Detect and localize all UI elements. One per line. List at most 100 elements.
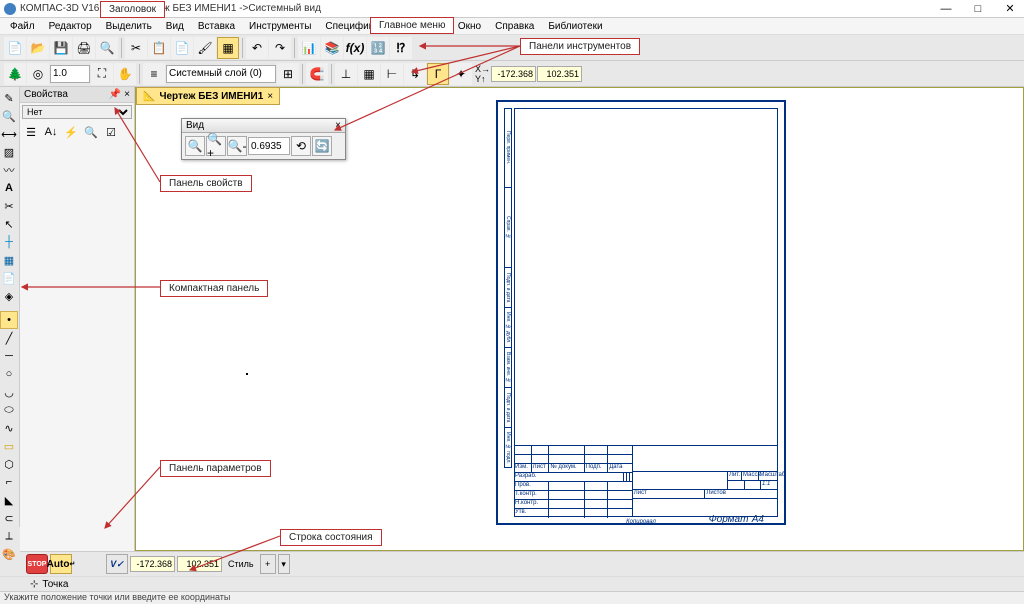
polygon-icon[interactable]: ⬡ bbox=[0, 455, 18, 473]
view-panel-header[interactable]: Вид × bbox=[182, 119, 345, 133]
geometry-icon[interactable]: ✎ bbox=[0, 89, 18, 107]
layers-icon[interactable]: ≡ bbox=[143, 63, 165, 85]
preview-icon[interactable]: 🔍 bbox=[96, 37, 118, 59]
vars-icon[interactable]: 🔢 bbox=[367, 37, 389, 59]
props-pin-icon[interactable]: 📌 × bbox=[109, 89, 130, 100]
lib-icon[interactable]: 📚 bbox=[321, 37, 343, 59]
spline-icon[interactable]: ∿ bbox=[0, 419, 18, 437]
zoom-out-icon[interactable]: 🔍- bbox=[227, 136, 247, 156]
callout-toolbars: Панели инструментов bbox=[520, 38, 640, 55]
menu-window[interactable]: Окно bbox=[452, 20, 487, 33]
axis-icon[interactable]: ┼ bbox=[0, 233, 18, 251]
style-icon[interactable]: 🎨 bbox=[0, 545, 18, 563]
constraint-icon[interactable]: ⟂ bbox=[0, 527, 18, 545]
status-mode-row: ⊹ Точка bbox=[0, 576, 1024, 591]
paste-icon[interactable]: 📄 bbox=[171, 37, 193, 59]
arc-icon[interactable]: ◡ bbox=[0, 383, 18, 401]
ortho2-icon[interactable]: Γ bbox=[427, 63, 449, 85]
help-icon[interactable]: ⁉ bbox=[390, 37, 412, 59]
maximize-button[interactable]: □ bbox=[968, 2, 988, 16]
stop-button[interactable]: STOP bbox=[26, 554, 48, 574]
snap-icon[interactable]: 🧲 bbox=[306, 63, 328, 85]
layer-mgr-icon[interactable]: ⊞ bbox=[277, 63, 299, 85]
tree-icon[interactable]: 🌲 bbox=[4, 63, 26, 85]
doc-tab-close-icon[interactable]: × bbox=[267, 91, 273, 102]
menu-tools[interactable]: Инструменты bbox=[243, 20, 317, 33]
zoom-fit-icon[interactable]: ⛶ bbox=[91, 63, 113, 85]
undo-icon[interactable]: ↶ bbox=[246, 37, 268, 59]
zoom-window-icon[interactable]: 🔍 bbox=[185, 136, 205, 156]
drawing-canvas[interactable]: 📐 Чертеж БЕЗ ИМЕНИ1 × Вид × 🔍 🔍+ 🔍- ⟲ 🔄 bbox=[135, 87, 1024, 551]
menu-help[interactable]: Справка bbox=[489, 20, 540, 33]
props-icon[interactable]: ▦ bbox=[217, 37, 239, 59]
menu-libraries[interactable]: Библиотеки bbox=[542, 20, 608, 33]
menu-insert[interactable]: Вставка bbox=[192, 20, 241, 33]
document-tab[interactable]: 📐 Чертеж БЕЗ ИМЕНИ1 × bbox=[136, 87, 280, 105]
menu-file[interactable]: Файл bbox=[4, 20, 41, 33]
show-all-icon[interactable]: ◎ bbox=[27, 63, 49, 85]
cut-icon[interactable]: ✂ bbox=[0, 197, 18, 215]
lcs-icon[interactable]: ✦ bbox=[450, 63, 472, 85]
open-icon[interactable]: 📂 bbox=[27, 37, 49, 59]
search-icon[interactable]: 🔍 bbox=[0, 107, 18, 125]
redo-icon[interactable]: ↷ bbox=[269, 37, 291, 59]
align-icon[interactable]: ⊢ bbox=[381, 63, 403, 85]
auto-button[interactable]: Auto↵ bbox=[50, 554, 72, 574]
menu-editor[interactable]: Редактор bbox=[43, 20, 98, 33]
grid-icon[interactable]: ⊥ bbox=[335, 63, 357, 85]
doc-icon[interactable]: 📄 bbox=[0, 269, 18, 287]
view-scale-input[interactable] bbox=[248, 137, 290, 155]
zoom-combo[interactable] bbox=[50, 65, 90, 83]
point-tool-icon[interactable]: • bbox=[0, 311, 18, 329]
table-icon[interactable]: ▦ bbox=[0, 251, 18, 269]
props-btn2-icon[interactable]: A↓ bbox=[42, 123, 60, 141]
text-icon[interactable]: A bbox=[0, 179, 18, 197]
view-panel[interactable]: Вид × 🔍 🔍+ 🔍- ⟲ 🔄 bbox=[181, 118, 346, 160]
props-btn3-icon[interactable]: ⚡ bbox=[62, 123, 80, 141]
line-tool-icon[interactable]: ╱ bbox=[0, 329, 18, 347]
ellipse-icon[interactable]: ⬭ bbox=[0, 401, 18, 419]
round-icon[interactable]: ↳ bbox=[404, 63, 426, 85]
close-button[interactable]: ✕ bbox=[1000, 2, 1020, 16]
zoom-prev-icon[interactable]: ⟲ bbox=[291, 136, 311, 156]
curve-icon[interactable]: 〰 bbox=[0, 161, 18, 179]
dim-icon[interactable]: ⟷ bbox=[0, 125, 18, 143]
param-y-input[interactable] bbox=[177, 556, 222, 572]
selection-combo[interactable]: Нет bbox=[22, 105, 132, 119]
rect-icon[interactable]: ▭ bbox=[0, 437, 18, 455]
offset-icon[interactable]: ⊂ bbox=[0, 509, 18, 527]
copy-icon[interactable]: 📋 bbox=[148, 37, 170, 59]
chamfer-icon[interactable]: ◣ bbox=[0, 491, 18, 509]
props-btn1-icon[interactable]: ☰ bbox=[22, 123, 40, 141]
minimize-button[interactable]: — bbox=[936, 2, 956, 16]
retain-icon[interactable]: ◈ bbox=[0, 287, 18, 305]
brush-icon[interactable]: 🖌 bbox=[194, 37, 216, 59]
style-point-icon[interactable]: + bbox=[260, 554, 276, 574]
circle-icon[interactable]: ○ bbox=[0, 365, 18, 383]
fx-icon[interactable]: f(x) bbox=[344, 37, 366, 59]
fillet-icon[interactable]: ⌐ bbox=[0, 473, 18, 491]
format-label: Формат A4 bbox=[709, 514, 764, 525]
menu-select[interactable]: Выделить bbox=[100, 20, 158, 33]
pan-icon[interactable]: ✋ bbox=[114, 63, 136, 85]
cut-icon[interactable]: ✂ bbox=[125, 37, 147, 59]
hatch-icon[interactable]: ▨ bbox=[0, 143, 18, 161]
view-panel-close-icon[interactable]: × bbox=[335, 120, 341, 131]
props-btn4-icon[interactable]: 🔍 bbox=[82, 123, 100, 141]
print-icon[interactable]: 🖨 bbox=[73, 37, 95, 59]
v-button[interactable]: V✓ bbox=[106, 554, 128, 574]
ortho-icon[interactable]: ▦ bbox=[358, 63, 380, 85]
line2-icon[interactable]: ─ bbox=[0, 347, 18, 365]
zoom-in-icon[interactable]: 🔍+ bbox=[206, 136, 226, 156]
save-icon[interactable]: 💾 bbox=[50, 37, 72, 59]
param-x-input[interactable] bbox=[130, 556, 175, 572]
spec-icon[interactable]: 📊 bbox=[298, 37, 320, 59]
layer-combo[interactable] bbox=[166, 65, 276, 83]
props-btn5-icon[interactable]: ☑ bbox=[102, 123, 120, 141]
leader-icon[interactable]: ↖ bbox=[0, 215, 18, 233]
redraw-icon[interactable]: 🔄 bbox=[312, 136, 332, 156]
menu-view[interactable]: Вид bbox=[160, 20, 190, 33]
new-icon[interactable]: 📄 bbox=[4, 37, 26, 59]
doc-tab-name: Чертеж БЕЗ ИМЕНИ1 bbox=[159, 91, 263, 102]
style-dropdown-icon[interactable]: ▾ bbox=[278, 554, 290, 574]
